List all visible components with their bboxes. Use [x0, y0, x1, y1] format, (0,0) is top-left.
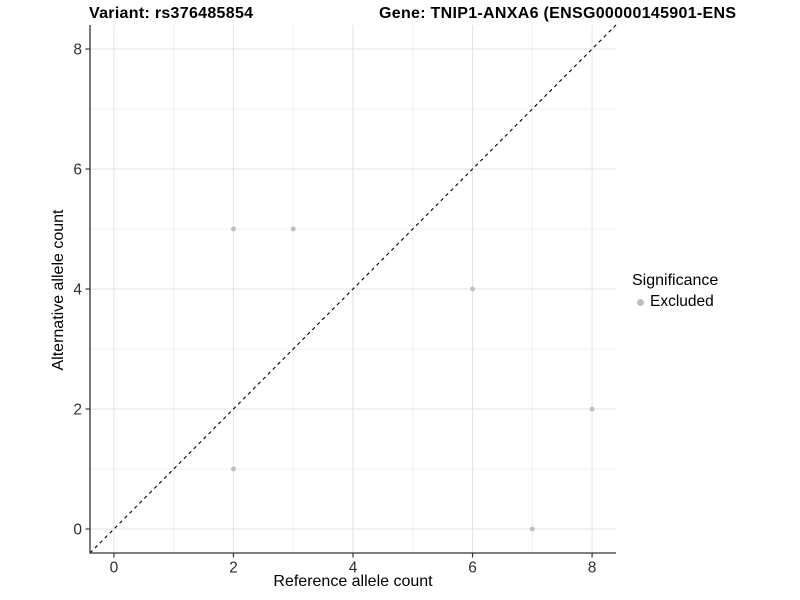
data-point	[529, 526, 535, 532]
legend-title: Significance	[632, 272, 719, 289]
legend: Significance Excluded	[632, 272, 718, 311]
y-tick-label: 8	[73, 42, 82, 59]
data-point	[589, 406, 595, 412]
identity-dashed-line	[89, 24, 617, 554]
y-tick-label: 2	[73, 402, 82, 419]
y-axis-title: Alternative allele count	[50, 209, 67, 371]
x-tick-label: 2	[229, 560, 238, 577]
y-tick-label: 4	[73, 282, 82, 299]
x-axis-title: Reference allele count	[273, 573, 433, 590]
legend-item: Excluded	[632, 293, 718, 311]
x-tick-label: 4	[349, 560, 358, 577]
data-point	[231, 466, 236, 472]
x-tick-label: 0	[110, 560, 119, 577]
x-tick-label: 8	[588, 560, 597, 577]
y-tick-label: 0	[73, 522, 82, 539]
gene-title: Gene: TNIP1-ANXA6 (ENSG00000145901-ENS	[379, 5, 737, 22]
variant-title: Variant: rs376485854	[89, 5, 254, 22]
legend-item-label: Excluded	[650, 293, 714, 310]
data-point	[231, 226, 236, 232]
legend-point-icon	[637, 298, 644, 306]
x-tick-label: 6	[468, 560, 477, 577]
data-point	[290, 226, 296, 232]
data-point	[470, 286, 475, 292]
y-tick-label: 6	[73, 162, 82, 179]
